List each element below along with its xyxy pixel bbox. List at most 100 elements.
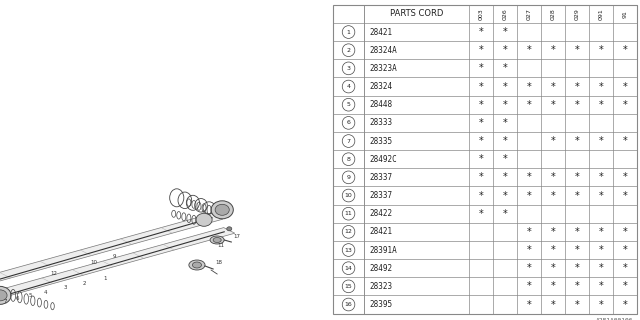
Text: 28492C: 28492C	[369, 155, 397, 164]
Text: *: *	[502, 118, 508, 128]
Text: 4: 4	[44, 290, 47, 295]
Circle shape	[342, 298, 355, 311]
Text: 028: 028	[550, 8, 556, 20]
Text: *: *	[598, 263, 604, 273]
Text: *: *	[527, 245, 531, 255]
Circle shape	[342, 244, 355, 256]
Text: 14: 14	[344, 266, 353, 271]
Text: *: *	[623, 300, 627, 309]
Text: *: *	[550, 245, 556, 255]
Circle shape	[342, 98, 355, 111]
Text: 18: 18	[215, 260, 222, 265]
Circle shape	[342, 189, 355, 202]
Text: *: *	[575, 227, 579, 237]
Text: 6: 6	[15, 296, 19, 301]
Text: *: *	[575, 136, 579, 146]
Text: *: *	[623, 136, 627, 146]
Text: *: *	[479, 172, 483, 182]
Text: *: *	[479, 209, 483, 219]
Text: *: *	[550, 136, 556, 146]
Text: *: *	[575, 281, 579, 291]
Text: *: *	[575, 300, 579, 309]
Text: *: *	[623, 100, 627, 110]
Text: *: *	[598, 136, 604, 146]
Text: *: *	[502, 100, 508, 110]
Circle shape	[342, 171, 355, 184]
Text: 11: 11	[345, 211, 353, 216]
Text: *: *	[623, 190, 627, 201]
Text: 17: 17	[234, 234, 240, 239]
Circle shape	[342, 116, 355, 129]
Ellipse shape	[227, 227, 232, 231]
Text: 1: 1	[103, 276, 107, 281]
Text: *: *	[598, 227, 604, 237]
Text: 28337: 28337	[369, 191, 392, 200]
Text: *: *	[598, 172, 604, 182]
Text: *: *	[479, 190, 483, 201]
Text: *: *	[598, 82, 604, 92]
Text: 28391A: 28391A	[369, 245, 397, 254]
Text: *: *	[575, 45, 579, 55]
Text: *: *	[527, 300, 531, 309]
Text: 28323A: 28323A	[369, 64, 397, 73]
Text: *: *	[502, 154, 508, 164]
Text: 28335: 28335	[369, 137, 392, 146]
Text: 13: 13	[344, 248, 353, 252]
Text: 8: 8	[347, 157, 351, 162]
Text: *: *	[479, 154, 483, 164]
Text: *: *	[598, 245, 604, 255]
Circle shape	[342, 207, 355, 220]
Text: *: *	[502, 209, 508, 219]
Text: *: *	[598, 190, 604, 201]
Text: 91: 91	[622, 10, 627, 18]
Text: 091: 091	[598, 8, 604, 20]
Text: *: *	[502, 45, 508, 55]
Text: 2: 2	[346, 48, 351, 53]
Text: *: *	[575, 263, 579, 273]
Ellipse shape	[196, 213, 212, 226]
Text: *: *	[479, 27, 483, 37]
Ellipse shape	[0, 290, 7, 301]
Text: *: *	[598, 281, 604, 291]
Text: *: *	[479, 118, 483, 128]
Text: *: *	[575, 100, 579, 110]
Text: 15: 15	[345, 284, 353, 289]
Text: 10: 10	[345, 193, 353, 198]
Text: 10: 10	[90, 260, 97, 265]
Text: 28421: 28421	[369, 28, 392, 36]
Text: *: *	[527, 45, 531, 55]
Text: 28421: 28421	[369, 227, 392, 236]
Text: *: *	[527, 263, 531, 273]
Text: *: *	[623, 227, 627, 237]
Text: 7: 7	[346, 139, 351, 144]
Text: *: *	[575, 190, 579, 201]
Text: 11: 11	[218, 243, 225, 248]
Circle shape	[342, 226, 355, 238]
Text: *: *	[623, 263, 627, 273]
Text: *: *	[623, 45, 627, 55]
Text: *: *	[502, 190, 508, 201]
Text: 3: 3	[346, 66, 351, 71]
Text: PARTS CORD: PARTS CORD	[390, 9, 444, 18]
Text: 28324A: 28324A	[369, 46, 397, 55]
Text: *: *	[550, 45, 556, 55]
Text: 28324: 28324	[369, 82, 392, 91]
Text: 28337: 28337	[369, 173, 392, 182]
Text: 5: 5	[29, 293, 32, 298]
Ellipse shape	[213, 237, 221, 243]
Text: *: *	[550, 281, 556, 291]
Polygon shape	[0, 214, 223, 292]
Text: *: *	[550, 300, 556, 309]
Text: 6: 6	[347, 120, 351, 125]
Text: *: *	[575, 82, 579, 92]
Text: *: *	[550, 100, 556, 110]
Polygon shape	[0, 228, 235, 300]
Text: 1: 1	[347, 29, 351, 35]
Circle shape	[342, 280, 355, 293]
Ellipse shape	[215, 204, 229, 215]
Text: 2: 2	[83, 281, 86, 285]
Text: 4: 4	[346, 84, 351, 89]
Text: 28422: 28422	[369, 209, 392, 218]
Text: 28333: 28333	[369, 118, 392, 127]
Circle shape	[342, 262, 355, 275]
